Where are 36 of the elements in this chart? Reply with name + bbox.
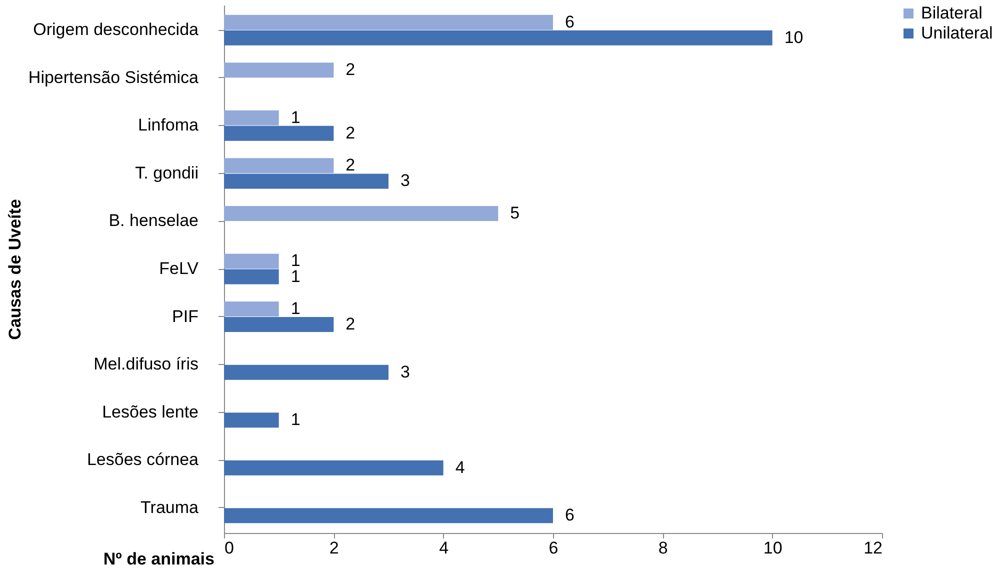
data-label: 6: [565, 12, 574, 32]
x-tick-label: 12: [864, 538, 882, 558]
y-tick-label: Mel.difuso íris: [94, 354, 198, 374]
data-label: 4: [455, 458, 465, 477]
data-label: 3: [400, 171, 410, 190]
y-tick-label: B. henselae: [108, 211, 198, 230]
data-label: 1: [290, 108, 300, 127]
data-label: 10: [784, 28, 804, 47]
data-label: 5: [510, 203, 520, 222]
x-tick-label: 6: [548, 538, 558, 558]
legend-label: Bilateral: [921, 4, 982, 22]
x-tick-label: 10: [763, 538, 782, 558]
data-label: 2: [346, 314, 356, 334]
data-label: 2: [346, 123, 356, 142]
y-tick-label: Lesões córnea: [86, 450, 200, 470]
data-label: 3: [400, 362, 410, 382]
data-label: 2: [346, 156, 356, 175]
x-axis-title: Nº de animais: [103, 550, 214, 568]
data-label: 2: [346, 60, 356, 80]
y-tick-label: Linfoma: [138, 116, 200, 135]
y-tick-label: Origem desconhecida: [33, 20, 200, 40]
y-tick-label: Trauma: [140, 498, 200, 517]
x-tick-label: 2: [329, 538, 339, 558]
data-label: 6: [565, 506, 574, 525]
x-tick-label: 0: [224, 538, 234, 558]
x-tick-label: 8: [658, 538, 668, 558]
y-tick-label: PIF: [172, 306, 198, 326]
y-tick-label: T. gondii: [135, 163, 198, 182]
y-axis-title: Causas de Uveíte: [5, 199, 24, 340]
y-tick-label: FeLV: [159, 259, 200, 278]
data-label: 1: [290, 299, 300, 318]
legend-label: Unilateral: [921, 24, 993, 42]
x-tick-label: 4: [439, 538, 449, 558]
y-tick-label: Lesões lente: [102, 402, 198, 422]
data-label: 1: [290, 410, 300, 430]
y-tick-label: Hipertensão Sistémica: [28, 68, 200, 87]
